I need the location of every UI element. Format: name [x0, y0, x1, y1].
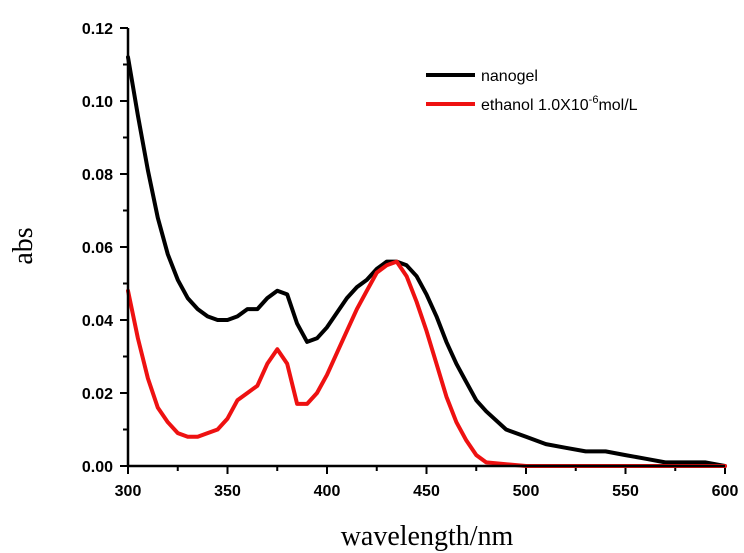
legend-label-nanogel: nanogel [481, 68, 538, 85]
x-tick-label: 350 [214, 483, 241, 500]
series-line-ethanol [126, 259, 727, 468]
y-tick-label: 0.06 [82, 240, 113, 257]
series-line-nanogel [126, 55, 727, 468]
x-tick-label: 500 [513, 483, 540, 500]
x-axis-title: wavelength/nm [341, 521, 514, 552]
x-tick-label: 450 [413, 483, 440, 500]
x-tick-label: 300 [115, 483, 142, 500]
y-tick-label: 0.10 [82, 94, 113, 111]
y-tick-label: 0.00 [82, 459, 113, 476]
y-tick-label: 0.02 [82, 386, 113, 403]
y-tick-label: 0.04 [82, 313, 113, 330]
legend-label-ethanol: ethanol 1.0X10-6mol/L [481, 94, 638, 114]
series-group [126, 55, 727, 468]
x-tick-label: 550 [612, 483, 639, 500]
x-axis-tick-labels: 300 350 400 450 500 550 600 [115, 483, 739, 500]
y-tick-label: 0.08 [82, 167, 113, 184]
y-tick-label: 0.12 [82, 21, 113, 38]
y-axis-tick-labels: 0.00 0.02 0.04 0.06 0.08 0.10 0.12 [82, 21, 113, 476]
x-tick-label: 400 [314, 483, 341, 500]
legend-label-ethanol-tail: mol/L [598, 97, 637, 114]
x-tick-label: 600 [712, 483, 739, 500]
legend-label-ethanol-main: ethanol 1.0X10 [481, 97, 589, 114]
legend: nanogel ethanol 1.0X10-6mol/L [426, 68, 638, 114]
legend-label-ethanol-sup: -6 [589, 94, 599, 106]
y-axis-title: abs [8, 227, 39, 264]
